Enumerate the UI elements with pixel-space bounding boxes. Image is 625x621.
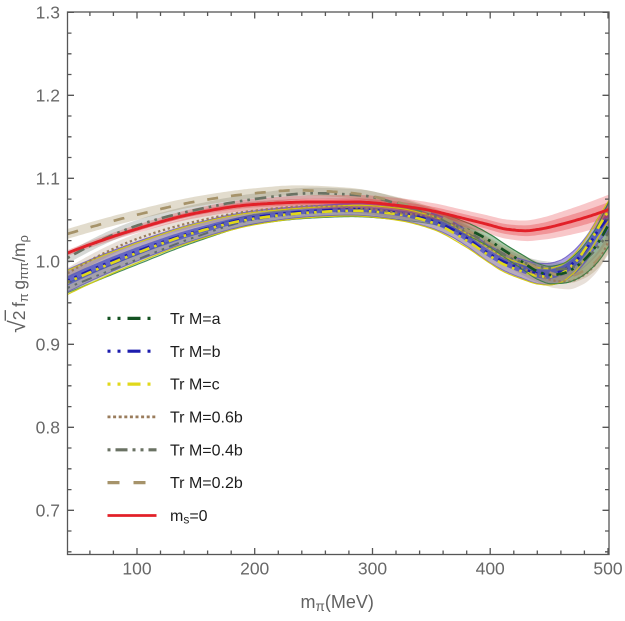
svg-text:Tr M=c: Tr M=c [170,377,220,394]
svg-text:0.9: 0.9 [36,334,60,354]
svg-text:Tr M=0.6b: Tr M=0.6b [170,409,243,426]
svg-text:Tr M=b: Tr M=b [170,344,221,361]
svg-text:500: 500 [593,559,622,579]
svg-text:0.8: 0.8 [36,417,60,437]
svg-text:Tr M=0.4b: Tr M=0.4b [170,442,243,459]
svg-text:100: 100 [122,559,151,579]
svg-text:Tr M=a: Tr M=a [170,311,221,328]
svg-text:1.1: 1.1 [36,168,60,188]
svg-text:200: 200 [240,559,269,579]
svg-text:mπ(MeV): mπ(MeV) [301,592,374,614]
svg-text:400: 400 [476,559,505,579]
svg-text:√2 fπ gππ/mρ: √2 fπ gππ/mρ [4,235,31,333]
svg-text:Tr M=0.2b: Tr M=0.2b [170,475,243,492]
svg-text:1.0: 1.0 [36,251,61,271]
svg-text:1.2: 1.2 [36,85,60,105]
svg-text:1.3: 1.3 [36,2,60,22]
svg-text:300: 300 [358,559,387,579]
svg-text:0.7: 0.7 [36,500,60,520]
svg-text:ms=0: ms=0 [170,508,208,527]
